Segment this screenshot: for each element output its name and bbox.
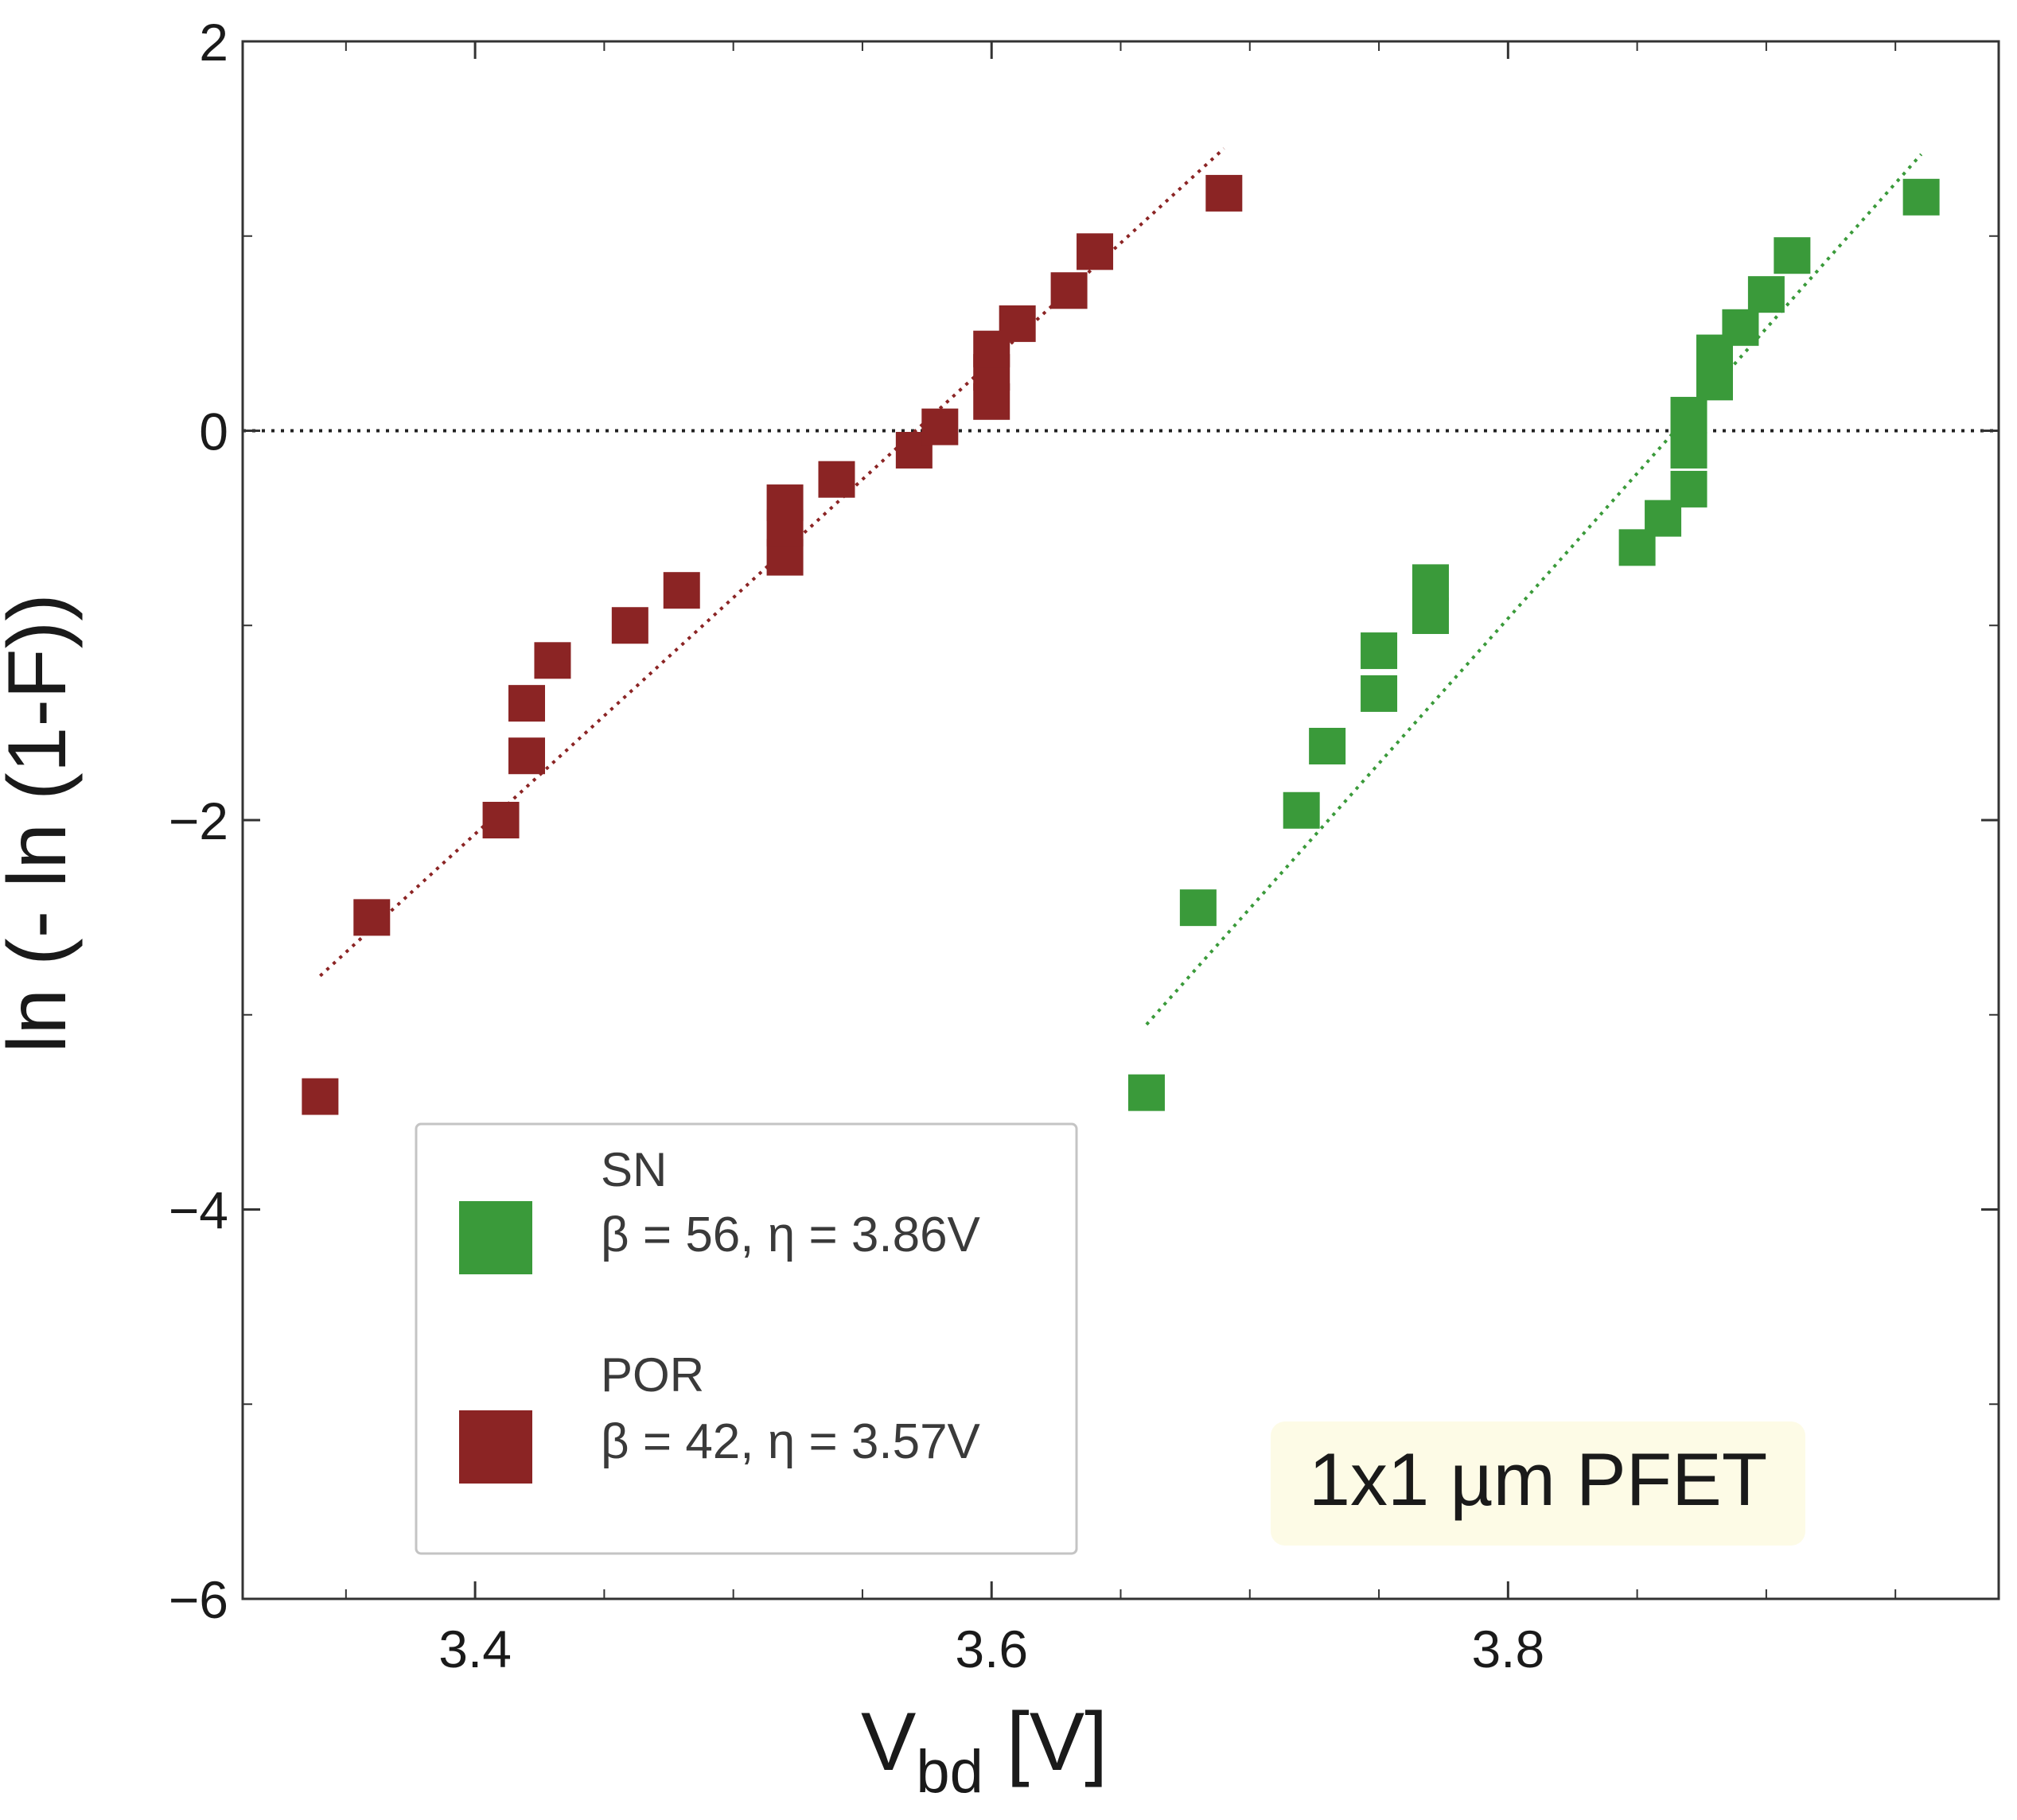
data-point-por (482, 802, 520, 838)
data-point-sn (1127, 1074, 1165, 1111)
legend-label-sn: SN (601, 1143, 667, 1196)
y-axis-title: ln (- ln (1-F)) (0, 593, 84, 1053)
x-tick-label: 3.6 (955, 1620, 1028, 1678)
data-point-por (999, 305, 1036, 342)
legend-params-por: β = 42, η = 3.57V (601, 1414, 981, 1469)
annotation-text: 1x1 µm PFET (1309, 1437, 1767, 1521)
annotation-background (1271, 1421, 1805, 1546)
y-tick-label: −4 (169, 1181, 228, 1240)
legend: SN β = 56, η = 3.86V POR β = 42, η = 3.5… (415, 1122, 1078, 1555)
y-tick-label: 0 (199, 402, 228, 461)
x-tick-label: 3.8 (1471, 1620, 1544, 1678)
axis-ticks: 2 0 −2 −4 −6 3.4 3.6 3.8 (169, 13, 1999, 1678)
data-point-sn (1722, 309, 1759, 346)
legend-marker-por (459, 1410, 532, 1484)
x-axis-title-subscript: bd (916, 1738, 983, 1806)
legend-params-sn: β = 56, η = 3.86V (601, 1208, 981, 1262)
data-point-sn (1361, 675, 1398, 712)
data-point-por (766, 484, 804, 522)
data-point-por (353, 899, 391, 936)
data-point-sn (1670, 396, 1707, 434)
data-point-sn (1179, 889, 1217, 927)
legend-box (415, 1122, 1078, 1555)
data-point-por (534, 642, 571, 679)
data-point-sn (1283, 791, 1320, 829)
x-axis-title-main: V (861, 1696, 916, 1788)
x-axis-title-unit: [V] (983, 1696, 1108, 1788)
data-point-por (663, 572, 700, 609)
data-point-por (508, 685, 546, 722)
data-point-sn (1902, 178, 1940, 216)
data-point-sn (1412, 597, 1449, 635)
data-point-sn (1670, 470, 1707, 508)
data-points (302, 174, 1940, 1115)
annotation-box: 1x1 µm PFET (1271, 1421, 1805, 1546)
data-point-por (302, 1078, 339, 1115)
data-point-por (818, 461, 855, 498)
x-tick-label: 3.4 (438, 1620, 512, 1678)
x-axis-title: Vbd [V] (861, 1696, 1108, 1806)
data-point-por (1077, 233, 1114, 270)
data-point-sn (1747, 276, 1785, 313)
data-point-por (1050, 272, 1088, 309)
data-point-sn (1412, 564, 1449, 601)
data-point-sn (1774, 237, 1811, 274)
data-point-por (921, 408, 959, 445)
data-point-por (611, 607, 648, 644)
fit-line-sn (1145, 153, 1923, 1026)
data-point-por (1205, 174, 1243, 212)
y-tick-label: −2 (169, 791, 228, 850)
legend-marker-sn (459, 1201, 532, 1274)
y-tick-label: −6 (169, 1570, 228, 1629)
legend-label-por: POR (601, 1348, 704, 1402)
data-point-sn (1309, 727, 1346, 764)
data-point-sn (1670, 431, 1707, 469)
data-point-por (508, 737, 546, 775)
y-tick-label: 2 (199, 13, 228, 72)
data-point-sn (1361, 632, 1398, 670)
